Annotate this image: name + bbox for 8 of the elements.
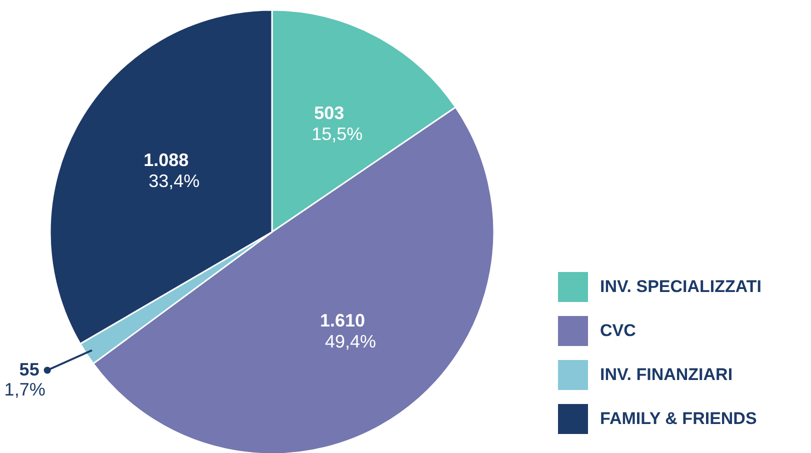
legend-label: INV. SPECIALIZZATI bbox=[600, 277, 762, 296]
text: 503 15,5% bbox=[312, 103, 363, 144]
legend-label: CVC bbox=[600, 321, 636, 340]
data-label: 55 1,7% bbox=[4, 359, 46, 400]
text: 1.088 33,4% bbox=[144, 150, 200, 192]
legend-label: FAMILY & FRIENDS bbox=[600, 409, 757, 428]
text: 1.610 49,4% bbox=[320, 310, 376, 352]
legend-label: INV. FINANZIARI bbox=[600, 365, 733, 384]
